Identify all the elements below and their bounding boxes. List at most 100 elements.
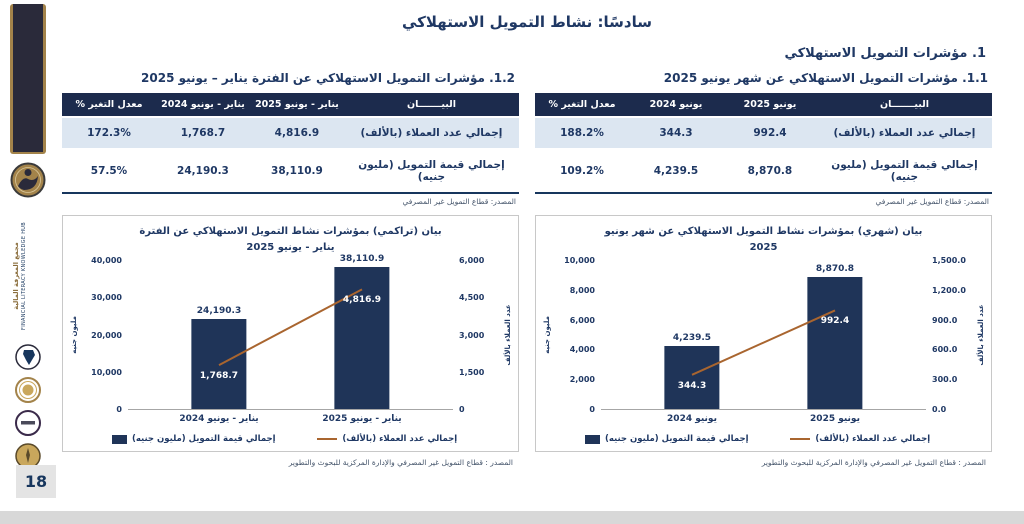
footer-bar (0, 511, 1024, 524)
row-label: إجمالي قيمة التمويل (مليون جنيه) (343, 148, 519, 194)
col-header-item: البيـــــــان (816, 93, 992, 117)
sidebar-vertical-text: مجمع المعرفة المالية FINANCIAL LITERACY … (8, 212, 48, 340)
bar-swatch-icon (584, 434, 600, 444)
row-previous-value: 24,190.3 (155, 148, 250, 194)
axis-tick: 4,500 (459, 293, 485, 303)
sidebar: مجمع المعرفة المالية FINANCIAL LITERACY … (8, 0, 56, 511)
vertical-text-english: FINANCIAL LITERACY KNOWLEDGE HUB (21, 222, 28, 330)
col-header-previous: يونيو 2024 (628, 93, 723, 117)
axis-tick: 0 (589, 404, 595, 414)
vertical-text-arabic: مجمع المعرفة المالية (12, 242, 20, 310)
axis-tick: 8,000 (569, 285, 595, 295)
axis-tick: 10,000 (564, 256, 595, 265)
table-row: إجمالي عدد العملاء (بالألف) 992.4 344.3 … (535, 116, 992, 149)
line-value-label: 1,768.7 (199, 371, 239, 382)
monthly-plot-area: 4,239.5 8,870.8 344.3 992.4 يونيو 2024 ي… (601, 260, 926, 424)
row-previous-value: 344.3 (628, 116, 723, 149)
axis-tick: 0 (116, 405, 122, 414)
row-change-value: 109.2% (535, 148, 629, 194)
monthly-chart: بيان (شهري) بمؤشرات نشاط التمويل الاستهل… (535, 215, 992, 452)
axis-tick: 6,000 (459, 256, 485, 265)
table-row: إجمالي قيمة التمويل (مليون جنيه) 8,870.8… (535, 148, 992, 194)
row-current-value: 4,816.9 (249, 116, 344, 149)
row-change-value: 57.5% (62, 148, 156, 194)
col-header-item: البيـــــــان (343, 93, 519, 117)
subsection-heading-1-1: 1.1. مؤشرات التمويل الاستهلاكي عن شهر يو… (663, 71, 988, 85)
axis-tick: 1,500 (459, 367, 485, 377)
bar-value-label: 8,870.8 (815, 263, 855, 274)
two-column-layout: 1.1. مؤشرات التمويل الاستهلاكي عن شهر يو… (62, 67, 992, 467)
customers-line (601, 260, 926, 409)
axis-tick: 20,000 (91, 330, 122, 340)
cumulative-table-source: المصدر: قطاع التمويل غير المصرفي (402, 197, 516, 206)
bar-value-label: 4,239.5 (672, 332, 712, 343)
cumulative-chart: بيان (تراكمي) بمؤشرات نشاط التمويل الاست… (62, 215, 519, 452)
line-value-label: 4,816.9 (342, 295, 382, 306)
legend-item-customers: إجمالي عدد العملاء (بالألف) (764, 434, 958, 444)
row-previous-value: 1,768.7 (155, 116, 250, 149)
main-content: سادسًا: نشاط التمويل الاستهلاكي 1. مؤشرا… (62, 0, 992, 467)
x-axis-category: يونيو 2024 (667, 414, 717, 424)
axis-tick: 30,000 (91, 293, 122, 303)
cumulative-plot-row: مليون جنيه 40,000 30,000 20,000 10,000 0 (67, 254, 514, 424)
left-axis-label: مليون جنيه (542, 316, 551, 354)
cumulative-plot-area: 24,190.3 38,110.9 1,768.7 4,816.9 يناير … (128, 254, 453, 424)
col-header-change: معدل التغير % (62, 93, 156, 117)
monthly-table-source: المصدر: قطاع التمويل غير المصرفي (875, 197, 989, 206)
axis-tick: 300.0 (932, 375, 958, 385)
bar-current (807, 276, 863, 409)
axis-tick: 0 (459, 405, 465, 414)
right-axis-ticks: 1,500.0 1,200.0 900.0 600.0 300.0 0.0 (926, 256, 974, 414)
page-title: سادسًا: نشاط التمويل الاستهلاكي (402, 13, 652, 31)
panel-monthly: 1.1. مؤشرات التمويل الاستهلاكي عن شهر يو… (535, 67, 992, 467)
sidebar-banner-block (10, 4, 46, 154)
line-value-label: 344.3 (677, 380, 707, 391)
row-change-value: 172.3% (62, 116, 156, 149)
x-axis-category: يناير - يونيو 2025 (322, 414, 402, 424)
sidebar-logos (15, 344, 41, 469)
axis-tick: 3,000 (459, 330, 485, 340)
row-label: إجمالي قيمة التمويل (مليون جنيه) (816, 148, 992, 194)
row-label: إجمالي عدد العملاء (بالألف) (343, 116, 519, 149)
knowledge-hub-logo (10, 162, 46, 198)
gold-ring-logo (15, 377, 41, 403)
legend-label: إجمالي قيمة التمويل (مليون جنيه) (131, 434, 276, 444)
ecod-logo (15, 410, 41, 436)
monthly-table: البيـــــــان يونيو 2025 يونيو 2024 معدل… (535, 93, 992, 194)
right-axis-label: عدد العملاء بالألف (503, 304, 512, 366)
cumulative-chart-source: المصدر : قطاع التمويل غير المصرفي والإدا… (288, 458, 513, 467)
row-previous-value: 4,239.5 (628, 148, 723, 194)
row-change-value: 188.2% (535, 116, 629, 149)
customers-line (128, 260, 453, 409)
bar-value-label: 38,110.9 (339, 254, 385, 265)
page-number: 18 (16, 465, 56, 498)
x-axis-category: يناير - يونيو 2024 (179, 414, 259, 424)
table-row: إجمالي قيمة التمويل (مليون جنيه) 38,110.… (62, 148, 519, 194)
row-current-value: 992.4 (722, 116, 817, 149)
row-current-value: 38,110.9 (249, 148, 344, 194)
legend: إجمالي قيمة التمويل (مليون جنيه) إجمالي … (67, 434, 514, 447)
legend-item-customers: إجمالي عدد العملاء (بالألف) (291, 434, 485, 444)
monthly-plot-row: مليون جنيه 10,000 8,000 6,000 4,000 2,00… (540, 256, 987, 424)
legend: إجمالي قيمة التمويل (مليون جنيه) إجمالي … (540, 434, 987, 447)
bar-value-label: 24,190.3 (196, 305, 242, 316)
cumulative-table: البيـــــــان يناير - يونيو 2025 يناير -… (62, 93, 519, 194)
left-axis-ticks: 40,000 30,000 20,000 10,000 0 (80, 256, 128, 414)
x-axis-category: يونيو 2025 (810, 414, 860, 424)
legend-item-finance-value: إجمالي قيمة التمويل (مليون جنيه) (97, 434, 291, 444)
left-axis-label: مليون جنيه (69, 316, 78, 354)
axis-tick: 600.0 (932, 345, 958, 355)
legend-label: إجمالي عدد العملاء (بالألف) (342, 434, 458, 444)
axis-tick: 6,000 (569, 315, 595, 325)
subsection-heading-1-2: 1.2. مؤشرات التمويل الاستهلاكي عن الفترة… (141, 71, 515, 85)
axis-tick: 900.0 (932, 315, 958, 325)
africa-logo (15, 344, 41, 370)
right-axis-label: عدد العملاء بالألف (976, 304, 985, 366)
bar-previous (664, 345, 720, 409)
col-header-change: معدل التغير % (535, 93, 629, 117)
panel-cumulative: 1.2. مؤشرات التمويل الاستهلاكي عن الفترة… (62, 67, 519, 467)
row-current-value: 8,870.8 (722, 148, 817, 194)
legend-label: إجمالي قيمة التمويل (مليون جنيه) (604, 434, 749, 444)
right-axis-ticks: 6,000 4,500 3,000 1,500 0 (453, 256, 501, 414)
monthly-chart-source: المصدر : قطاع التمويل غير المصرفي والإدا… (761, 458, 986, 467)
